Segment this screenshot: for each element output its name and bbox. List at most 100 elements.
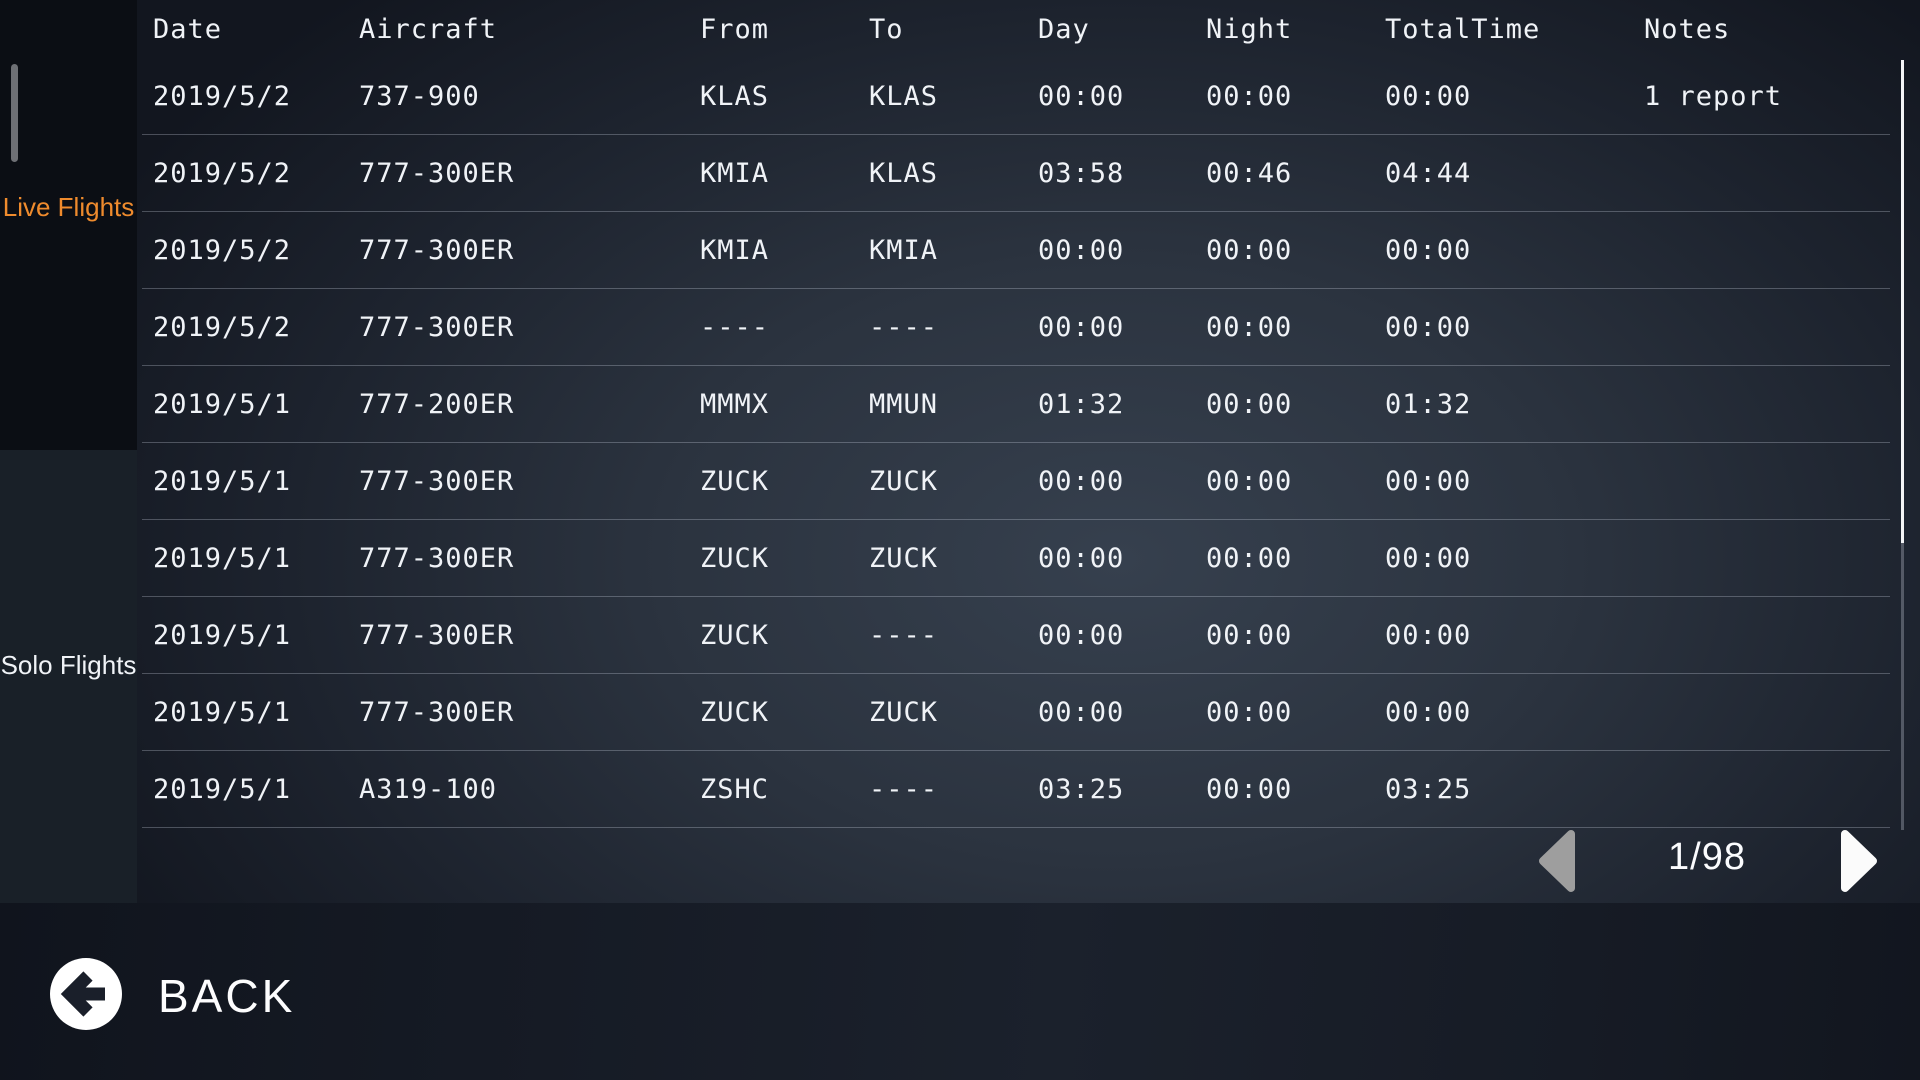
arrow-left-circle-icon bbox=[50, 958, 122, 1033]
triangle-left-icon bbox=[1535, 830, 1579, 897]
cell-date: 2019/5/2 bbox=[153, 235, 292, 266]
table-scrollbar-track[interactable] bbox=[1901, 60, 1904, 830]
table-row[interactable]: 2019/5/2 777-300ER KMIA KMIA 00:00 00:00… bbox=[137, 212, 1920, 289]
cell-totaltime: 00:00 bbox=[1385, 81, 1472, 112]
sidebar-item-live-flights[interactable]: Live Flights bbox=[2, 192, 135, 222]
cell-date: 2019/5/1 bbox=[153, 620, 292, 651]
cell-day: 01:32 bbox=[1038, 389, 1125, 420]
cell-to: ZUCK bbox=[869, 466, 939, 497]
cell-day: 00:00 bbox=[1038, 312, 1125, 343]
cell-to: ZUCK bbox=[869, 543, 939, 574]
cell-date: 2019/5/1 bbox=[153, 466, 292, 497]
sidebar: Live Flights Solo Flights bbox=[0, 0, 137, 903]
cell-date: 2019/5/1 bbox=[153, 697, 292, 728]
table-row[interactable]: 2019/5/1 777-300ER ZUCK ---- 00:00 00:00… bbox=[137, 597, 1920, 674]
column-header-aircraft: Aircraft bbox=[359, 13, 498, 45]
cell-from: ---- bbox=[700, 312, 770, 343]
cell-from: ZUCK bbox=[700, 697, 770, 728]
cell-to: ---- bbox=[869, 774, 939, 805]
table-row[interactable]: 2019/5/1 777-300ER ZUCK ZUCK 00:00 00:00… bbox=[137, 443, 1920, 520]
table-row[interactable]: 2019/5/1 777-300ER ZUCK ZUCK 00:00 00:00… bbox=[137, 520, 1920, 597]
cell-night: 00:00 bbox=[1206, 620, 1293, 651]
column-header-totaltime: TotalTime bbox=[1385, 13, 1541, 45]
cell-from: KMIA bbox=[700, 158, 770, 189]
next-page-button[interactable] bbox=[1837, 828, 1881, 894]
cell-from: MMMX bbox=[700, 389, 770, 420]
table-row[interactable]: 2019/5/2 777-300ER KMIA KLAS 03:58 00:46… bbox=[137, 135, 1920, 212]
cell-totaltime: 04:44 bbox=[1385, 158, 1472, 189]
column-header-date: Date bbox=[153, 13, 223, 45]
cell-night: 00:00 bbox=[1206, 697, 1293, 728]
cell-date: 2019/5/2 bbox=[153, 81, 292, 112]
triangle-right-icon bbox=[1837, 830, 1881, 897]
flight-log-table: Date Aircraft From To Day Night TotalTim… bbox=[137, 0, 1920, 903]
cell-aircraft: 777-300ER bbox=[359, 466, 515, 497]
cell-night: 00:00 bbox=[1206, 774, 1293, 805]
cell-aircraft: A319-100 bbox=[359, 774, 498, 805]
sidebar-section-solo: Solo Flights bbox=[0, 450, 137, 903]
cell-to: ---- bbox=[869, 620, 939, 651]
cell-aircraft: 777-300ER bbox=[359, 620, 515, 651]
cell-totaltime: 00:00 bbox=[1385, 620, 1472, 651]
table-row[interactable]: 2019/5/2 777-300ER ---- ---- 00:00 00:00… bbox=[137, 289, 1920, 366]
sidebar-section-live: Live Flights bbox=[0, 0, 137, 450]
table-header-row: Date Aircraft From To Day Night TotalTim… bbox=[137, 0, 1920, 58]
cell-night: 00:00 bbox=[1206, 312, 1293, 343]
cell-aircraft: 777-300ER bbox=[359, 235, 515, 266]
cell-night: 00:00 bbox=[1206, 389, 1293, 420]
cell-aircraft: 777-300ER bbox=[359, 158, 515, 189]
column-header-night: Night bbox=[1206, 13, 1293, 45]
cell-day: 03:25 bbox=[1038, 774, 1125, 805]
cell-day: 00:00 bbox=[1038, 466, 1125, 497]
column-header-day: Day bbox=[1038, 13, 1090, 45]
cell-to: KMIA bbox=[869, 235, 939, 266]
cell-night: 00:00 bbox=[1206, 543, 1293, 574]
bottom-bar: BACK bbox=[0, 903, 1920, 1080]
cell-day: 00:00 bbox=[1038, 620, 1125, 651]
cell-to: KLAS bbox=[869, 81, 939, 112]
sidebar-item-solo-flights[interactable]: Solo Flights bbox=[0, 650, 137, 680]
cell-date: 2019/5/2 bbox=[153, 312, 292, 343]
cell-night: 00:00 bbox=[1206, 466, 1293, 497]
cell-date: 2019/5/2 bbox=[153, 158, 292, 189]
table-row[interactable]: 2019/5/1 A319-100 ZSHC ---- 03:25 00:00 … bbox=[137, 751, 1920, 828]
column-header-from: From bbox=[700, 13, 770, 45]
table-row[interactable]: 2019/5/2 737-900 KLAS KLAS 00:00 00:00 0… bbox=[137, 58, 1920, 135]
cell-day: 00:00 bbox=[1038, 543, 1125, 574]
cell-from: ZSHC bbox=[700, 774, 770, 805]
cell-totaltime: 00:00 bbox=[1385, 312, 1472, 343]
cell-totaltime: 00:00 bbox=[1385, 697, 1472, 728]
column-header-to: To bbox=[869, 13, 904, 45]
cell-date: 2019/5/1 bbox=[153, 543, 292, 574]
cell-date: 2019/5/1 bbox=[153, 774, 292, 805]
cell-totaltime: 00:00 bbox=[1385, 543, 1472, 574]
cell-from: KLAS bbox=[700, 81, 770, 112]
page-indicator: 1/98 bbox=[1668, 836, 1746, 878]
cell-day: 00:00 bbox=[1038, 81, 1125, 112]
previous-page-button[interactable] bbox=[1535, 828, 1579, 894]
back-button[interactable]: BACK bbox=[50, 958, 295, 1033]
cell-aircraft: 777-200ER bbox=[359, 389, 515, 420]
cell-totaltime: 00:00 bbox=[1385, 466, 1472, 497]
cell-to: ---- bbox=[869, 312, 939, 343]
cell-from: KMIA bbox=[700, 235, 770, 266]
cell-to: KLAS bbox=[869, 158, 939, 189]
sidebar-scrollbar-thumb[interactable] bbox=[11, 64, 18, 162]
table-row[interactable]: 2019/5/1 777-200ER MMMX MMUN 01:32 00:00… bbox=[137, 366, 1920, 443]
cell-day: 03:58 bbox=[1038, 158, 1125, 189]
cell-from: ZUCK bbox=[700, 466, 770, 497]
cell-aircraft: 777-300ER bbox=[359, 312, 515, 343]
cell-to: ZUCK bbox=[869, 697, 939, 728]
cell-date: 2019/5/1 bbox=[153, 389, 292, 420]
pagination: 1/98 bbox=[137, 828, 1920, 898]
cell-aircraft: 777-300ER bbox=[359, 697, 515, 728]
cell-from: ZUCK bbox=[700, 543, 770, 574]
cell-totaltime: 03:25 bbox=[1385, 774, 1472, 805]
cell-day: 00:00 bbox=[1038, 235, 1125, 266]
cell-night: 00:00 bbox=[1206, 81, 1293, 112]
back-button-label: BACK bbox=[158, 969, 296, 1022]
table-scrollbar-thumb[interactable] bbox=[1901, 60, 1904, 543]
table-row[interactable]: 2019/5/1 777-300ER ZUCK ZUCK 00:00 00:00… bbox=[137, 674, 1920, 751]
cell-notes: 1 report bbox=[1644, 81, 1783, 112]
